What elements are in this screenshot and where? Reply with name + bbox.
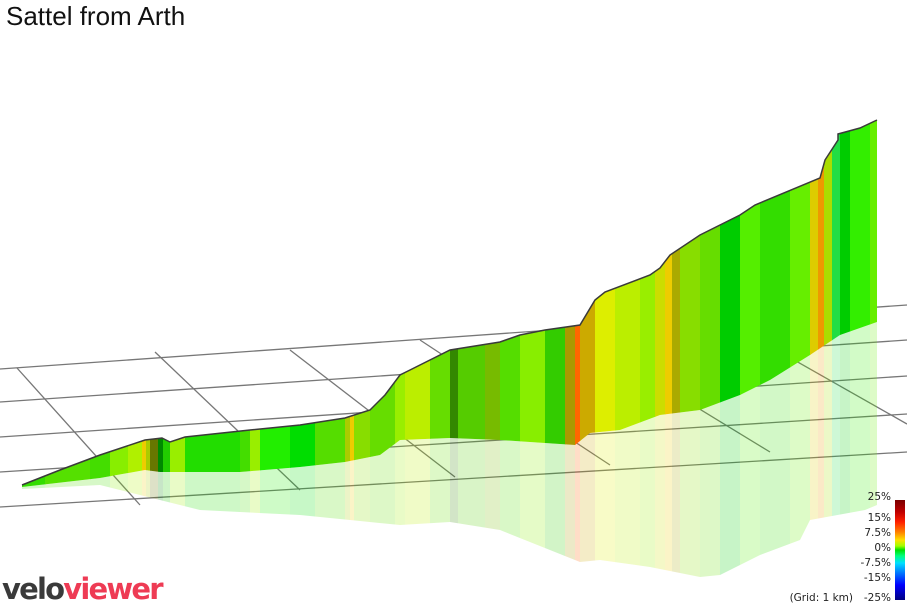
gradient-stripe [158, 120, 164, 487]
gradient-stripe [655, 120, 666, 487]
gradient-stripe [240, 120, 251, 487]
gradient-stripe [395, 322, 406, 577]
grid-scale-note: (Grid: 1 km) [789, 592, 853, 604]
legend-label-neg-7-5: -7.5% [860, 557, 891, 569]
grid-line [16, 367, 141, 506]
legend-label-15: 15% [867, 512, 891, 524]
gradient-stripe [142, 322, 147, 577]
gradient-stripe [840, 322, 851, 577]
gradient-stripe [170, 322, 186, 577]
gradient-stripe [672, 322, 681, 577]
gradient-stripe [345, 120, 351, 487]
gradient-stripe [370, 322, 396, 577]
gradient-stripe [290, 120, 316, 487]
gradient-stripe [395, 120, 406, 487]
gradient-stripe [840, 120, 851, 487]
gradient-stripe [430, 322, 451, 577]
gradient-stripe [90, 120, 111, 487]
gradient-stripe [315, 120, 346, 487]
gradient-stripe [405, 120, 431, 487]
gradient-stripe [824, 120, 833, 487]
gradient-stripe [810, 120, 819, 487]
gradient-stripe [818, 120, 825, 487]
gradient-stripe [350, 120, 355, 487]
gradient-stripe [354, 120, 371, 487]
gradient-stripe [150, 322, 159, 577]
gradient-stripe [345, 322, 351, 577]
gradient-stripe [575, 322, 581, 577]
gradient-stripe [870, 322, 877, 577]
gradient-stripe [128, 120, 143, 487]
gradient-stripe [163, 322, 171, 577]
gradient-stripe [110, 120, 129, 487]
logo-viewer: viewer [63, 572, 163, 606]
gradient-stripe [832, 120, 841, 487]
gradient-stripe [790, 322, 811, 577]
gradient-stripe [240, 322, 251, 577]
gradient-stripe [832, 322, 841, 577]
gradient-stripe [163, 120, 171, 487]
gradient-stripe [354, 322, 371, 577]
legend-label-neg-25: -25% [863, 592, 891, 604]
profile-outline [21, 119, 878, 486]
gradient-stripe [90, 322, 111, 577]
gradient-stripe [315, 322, 346, 577]
gradient-stripe [22, 322, 46, 577]
gradient-stripe [810, 322, 819, 577]
legend-label-7-5: 7.5% [864, 527, 891, 539]
gradient-stripe [450, 322, 459, 577]
gradient-stripe [170, 120, 186, 487]
gradient-stripe [45, 322, 91, 577]
gradient-stripe [824, 322, 833, 577]
gradient-stripe [672, 120, 681, 487]
grid-line [0, 451, 907, 508]
gradient-stripe [185, 120, 241, 487]
gradient-stripe [665, 322, 673, 577]
gradient-stripe [250, 120, 261, 487]
gradient-stripe [870, 120, 877, 487]
logo-velo: velo [2, 572, 65, 606]
gradient-stripe [290, 322, 316, 577]
page-title: Sattel from Arth [6, 1, 186, 31]
gradient-stripe [430, 120, 451, 487]
gradient-stripe [250, 322, 261, 577]
gradient-stripe [110, 322, 129, 577]
gradient-stripe [665, 120, 673, 487]
gradient-stripe [142, 120, 147, 487]
gradient-stripe [45, 120, 91, 487]
gradient-stripe [146, 322, 151, 577]
legend-label-neg-15: -15% [863, 572, 891, 584]
gradient-stripe [158, 322, 164, 577]
gradient-stripe [350, 322, 355, 577]
gradient-stripe [405, 322, 431, 577]
gradient-stripe [22, 120, 46, 487]
gradient-stripe [655, 322, 666, 577]
legend-label-25: 25% [867, 491, 891, 503]
gradient-stripe [565, 322, 576, 577]
gradient-stripe [128, 322, 143, 577]
gradient-color-scale [895, 500, 905, 600]
gradient-stripe [146, 120, 151, 487]
veloviewer-logo[interactable]: veloviewer [2, 572, 164, 606]
gradient-stripe [818, 322, 825, 577]
legend-label-0: 0% [874, 542, 891, 554]
gradient-stripe [370, 120, 396, 487]
gradient-stripe [185, 322, 241, 577]
gradient-stripe [150, 120, 159, 487]
